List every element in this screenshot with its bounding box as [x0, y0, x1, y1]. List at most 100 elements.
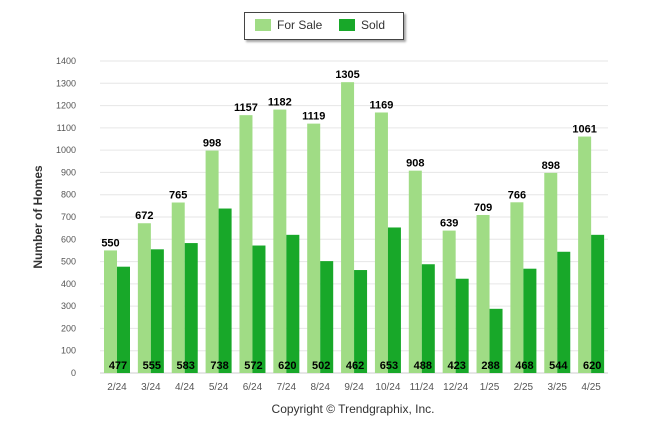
bar-for-sale	[239, 115, 253, 373]
data-label-for-sale: 765	[169, 190, 187, 202]
data-label-for-sale: 709	[474, 202, 492, 214]
data-label-sold: 544	[549, 360, 568, 372]
data-label-for-sale: 766	[508, 189, 526, 201]
bar-for-sale	[137, 223, 151, 373]
y-tick-label: 600	[61, 234, 76, 244]
bar-for-sale	[476, 214, 490, 373]
legend-label-for-sale: For Sale	[277, 18, 323, 32]
x-tick-label: 7/24	[277, 382, 297, 393]
data-label-sold: 288	[481, 360, 499, 372]
y-tick-label: 800	[61, 190, 76, 200]
bar-sold	[320, 261, 334, 373]
y-tick-label: 1100	[57, 123, 76, 133]
bar-sold	[557, 251, 571, 373]
x-tick-label: 12/24	[443, 382, 468, 393]
copyright-footer: Copyright © Trendgraphix, Inc.	[271, 402, 435, 416]
x-tick-label: 5/24	[209, 382, 229, 393]
legend-item-sold[interactable]: Sold	[339, 18, 385, 32]
bar-for-sale	[104, 250, 117, 373]
y-tick-label: 100	[61, 346, 76, 356]
y-axis-label: Number of Homes	[31, 165, 45, 269]
data-label-for-sale: 1182	[268, 97, 292, 109]
data-label-sold: 653	[380, 360, 398, 372]
y-tick-label: 300	[61, 301, 76, 311]
y-tick-label: 400	[61, 279, 76, 289]
bar-sold	[523, 268, 537, 373]
data-label-sold: 468	[515, 360, 533, 372]
data-label-sold: 462	[346, 360, 364, 372]
x-tick-label: 6/24	[243, 382, 263, 393]
x-tick-label: 1/25	[480, 382, 500, 393]
data-label-sold: 620	[278, 360, 296, 372]
data-label-for-sale: 898	[542, 160, 560, 172]
bar-sold	[150, 249, 164, 373]
x-tick-label: 2/25	[514, 382, 534, 393]
x-tick-label: 9/24	[344, 382, 364, 393]
data-label-sold: 620	[583, 360, 601, 372]
bar-sold	[421, 264, 435, 373]
bar-sold	[218, 208, 232, 373]
y-tick-label: 200	[61, 323, 76, 333]
x-tick-label: 11/24	[410, 382, 435, 393]
bar-for-sale	[442, 230, 456, 373]
bar-for-sale	[408, 170, 422, 373]
data-label-sold: 572	[244, 360, 262, 372]
y-tick-label: 900	[61, 167, 76, 177]
data-label-for-sale: 672	[135, 210, 153, 222]
data-label-for-sale: 998	[203, 138, 221, 150]
for-sale-swatch	[255, 19, 271, 31]
y-tick-label: 500	[61, 257, 76, 267]
x-tick-label: 8/24	[310, 382, 330, 393]
bar-for-sale	[544, 172, 558, 373]
legend-label-sold: Sold	[361, 18, 386, 32]
data-label-sold: 488	[414, 360, 432, 372]
bar-sold	[354, 270, 368, 373]
data-label-for-sale: 1157	[234, 102, 258, 114]
bar-sold	[489, 308, 503, 373]
data-label-for-sale: 1061	[572, 124, 596, 136]
bar-for-sale	[205, 150, 219, 373]
bar-sold	[387, 227, 401, 373]
data-label-for-sale: 1305	[335, 69, 359, 81]
legend: For Sale Sold	[244, 12, 404, 40]
bar-for-sale	[374, 112, 388, 373]
bar-for-sale	[171, 202, 185, 373]
y-tick-label: 1000	[56, 145, 76, 155]
x-tick-label: 4/25	[581, 382, 601, 393]
data-label-for-sale: 908	[406, 158, 424, 170]
y-tick-label: 0	[71, 368, 76, 378]
y-tick-label: 1400	[56, 56, 76, 66]
y-tick-label: 1200	[56, 101, 76, 111]
bar-for-sale	[510, 202, 524, 373]
bar-sold	[252, 245, 266, 373]
bar-sold	[591, 234, 605, 373]
data-label-sold: 555	[143, 360, 161, 372]
y-tick-label: 700	[61, 212, 76, 222]
bar-for-sale	[307, 123, 321, 373]
bar-for-sale	[273, 109, 287, 373]
data-label-for-sale: 1169	[369, 99, 393, 111]
x-tick-label: 4/24	[175, 382, 195, 393]
x-tick-label: 3/25	[548, 382, 568, 393]
data-label-for-sale: 550	[101, 237, 119, 249]
data-label-sold: 583	[177, 360, 195, 372]
data-label-for-sale: 639	[440, 218, 458, 230]
data-label-sold: 477	[109, 360, 127, 372]
data-label-for-sale: 1119	[302, 111, 325, 123]
bar-sold	[286, 234, 300, 373]
x-tick-label: 2/24	[107, 382, 127, 393]
bar-for-sale	[578, 136, 592, 373]
bar-sold	[184, 243, 198, 373]
x-tick-label: 10/24	[375, 382, 400, 393]
legend-item-for-sale[interactable]: For Sale	[255, 18, 322, 32]
bar-sold	[455, 278, 469, 373]
x-tick-label: 3/24	[141, 382, 161, 393]
bar-sold	[117, 266, 130, 373]
data-label-sold: 423	[447, 360, 465, 372]
y-tick-label: 1300	[56, 78, 76, 88]
data-label-sold: 738	[210, 360, 228, 372]
data-label-sold: 502	[312, 360, 330, 372]
sold-swatch	[339, 19, 355, 31]
bar-for-sale	[341, 82, 355, 374]
